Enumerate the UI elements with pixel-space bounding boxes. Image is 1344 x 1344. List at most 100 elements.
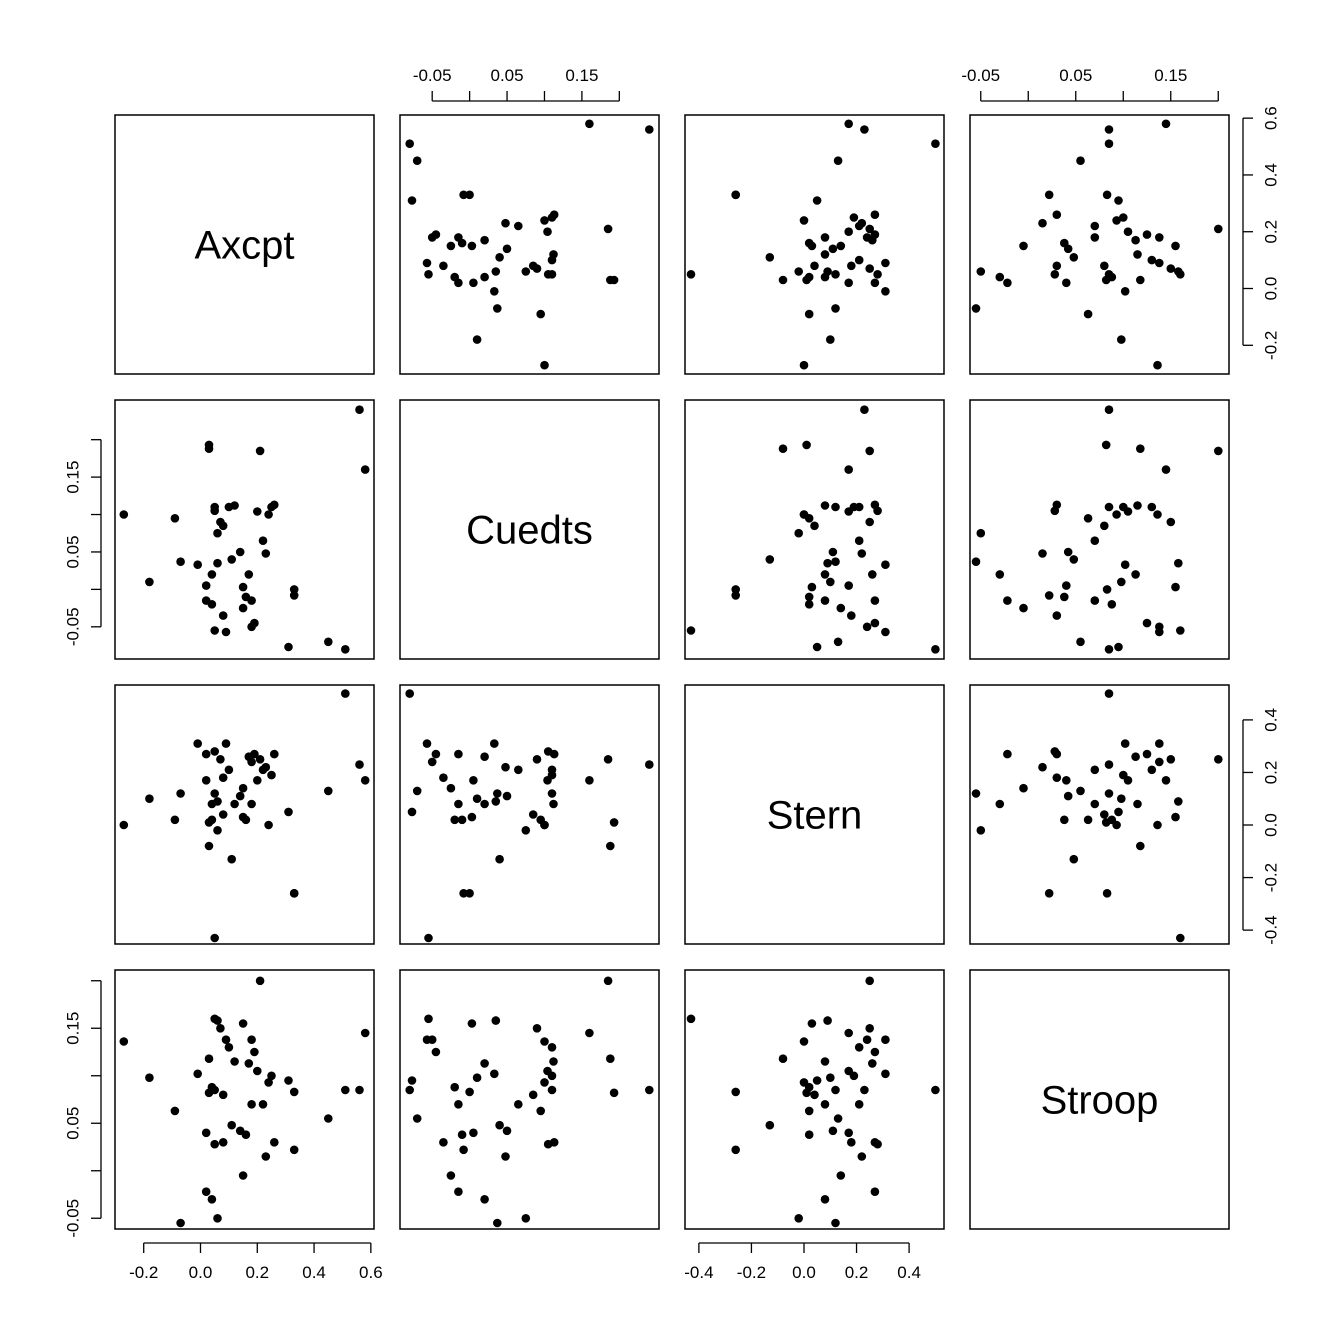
data-point xyxy=(1161,465,1171,474)
data-point xyxy=(860,125,869,134)
data-point xyxy=(826,335,835,344)
panel-axcpt-vs-stroop xyxy=(969,114,1230,375)
data-point xyxy=(439,1138,448,1147)
data-point xyxy=(495,854,504,864)
data-point xyxy=(1069,555,1079,564)
data-point xyxy=(213,528,222,538)
data-point xyxy=(1062,581,1071,590)
panel-stroop-vs-cuedts xyxy=(399,969,660,1230)
data-point xyxy=(1090,596,1100,605)
data-point xyxy=(794,528,803,538)
data-point xyxy=(1123,227,1133,236)
data-point xyxy=(976,267,986,276)
data-point xyxy=(1019,603,1028,613)
data-point xyxy=(412,156,422,165)
data-point xyxy=(823,558,832,568)
data-point xyxy=(1052,611,1062,620)
data-point xyxy=(502,791,512,801)
data-point xyxy=(862,1035,872,1044)
panel-axcpt-vs-cuedts xyxy=(399,114,660,375)
data-point xyxy=(847,261,856,271)
data-point xyxy=(221,627,231,637)
data-point xyxy=(176,557,185,566)
data-point xyxy=(807,241,817,251)
data-point xyxy=(227,1120,236,1130)
data-point xyxy=(1104,125,1114,134)
tick-label: -0.4 xyxy=(1262,915,1281,944)
data-point xyxy=(1147,255,1157,265)
data-point xyxy=(355,405,364,415)
data-point xyxy=(454,278,463,288)
data-point xyxy=(255,446,265,456)
data-point xyxy=(1063,547,1073,557)
tick-label: 0.6 xyxy=(1262,106,1281,130)
data-point xyxy=(210,789,219,798)
data-point xyxy=(609,818,619,827)
data-point xyxy=(480,272,489,282)
panel-frame xyxy=(114,399,375,660)
data-point xyxy=(221,739,231,748)
data-point xyxy=(424,1014,433,1024)
data-point xyxy=(536,309,545,319)
data-point xyxy=(204,841,214,851)
data-point xyxy=(224,765,234,775)
data-point xyxy=(514,1100,523,1109)
data-point xyxy=(412,786,422,796)
data-point xyxy=(1123,776,1133,785)
data-point xyxy=(224,502,234,512)
panel-frame xyxy=(399,684,660,945)
tick-label: 0.05 xyxy=(64,1107,83,1140)
data-point xyxy=(849,213,859,222)
data-point xyxy=(831,557,840,566)
tick-label: 0.2 xyxy=(1262,761,1281,785)
data-point xyxy=(469,1128,478,1138)
data-point xyxy=(1076,637,1085,647)
data-point xyxy=(831,502,840,512)
data-point xyxy=(490,739,499,748)
data-point xyxy=(862,622,872,632)
data-point xyxy=(1062,278,1071,288)
data-point xyxy=(216,517,225,527)
data-point xyxy=(810,1090,819,1100)
data-point xyxy=(1100,521,1109,531)
data-point xyxy=(210,1014,219,1024)
data-point xyxy=(1131,570,1140,579)
data-point xyxy=(931,1085,940,1095)
data-point xyxy=(213,826,222,835)
data-point xyxy=(218,810,228,819)
data-point xyxy=(204,818,214,827)
data-point xyxy=(857,1152,867,1161)
panel-frame xyxy=(399,399,660,660)
data-point xyxy=(1155,757,1164,767)
data-point xyxy=(213,1214,222,1223)
data-point xyxy=(207,570,217,579)
data-point xyxy=(1083,514,1093,523)
data-point xyxy=(870,618,880,628)
data-point xyxy=(1147,502,1157,512)
data-point xyxy=(355,1085,364,1095)
data-point xyxy=(828,547,838,557)
data-point xyxy=(201,596,211,605)
data-point xyxy=(540,1037,549,1046)
data-point xyxy=(446,241,456,251)
data-point xyxy=(247,799,256,809)
data-point xyxy=(881,627,890,637)
data-point xyxy=(868,570,877,579)
data-point xyxy=(606,1054,615,1063)
data-point xyxy=(1114,807,1123,817)
tick-label: 0.2 xyxy=(845,1263,869,1282)
data-point xyxy=(528,810,538,819)
data-point xyxy=(218,1138,228,1147)
data-point xyxy=(836,603,846,613)
data-point xyxy=(1131,235,1140,245)
tick-label: 0.0 xyxy=(189,1263,213,1282)
data-point xyxy=(881,258,890,268)
data-point xyxy=(360,1028,370,1038)
tick-label: -0.2 xyxy=(1262,863,1281,892)
panel-frame xyxy=(969,684,1230,945)
data-point xyxy=(1155,233,1164,242)
data-point xyxy=(976,528,986,538)
data-point xyxy=(454,749,463,759)
data-point xyxy=(844,581,853,590)
